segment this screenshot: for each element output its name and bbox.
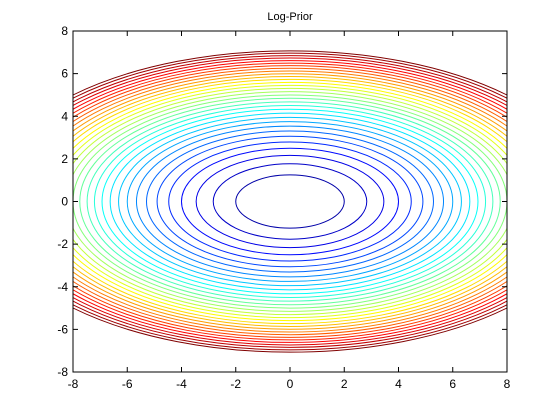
- x-tick-label: 8: [504, 377, 511, 391]
- contour-line: [73, 87, 507, 316]
- contour-line: [212, 163, 368, 240]
- contour-line: [86, 101, 494, 302]
- contour-line: [168, 141, 412, 262]
- contour-line: [79, 97, 501, 306]
- y-tick-label: -2: [57, 237, 68, 251]
- contour-line: [101, 108, 479, 295]
- x-tick-label: 2: [341, 377, 348, 391]
- contour-line: [146, 130, 434, 273]
- y-tick-label: -8: [57, 365, 68, 379]
- x-tick-label: 6: [449, 377, 456, 391]
- contour-line: [156, 135, 424, 268]
- y-tick-label: 4: [61, 109, 68, 123]
- contour-line: [73, 84, 507, 319]
- contour-lines: [73, 50, 507, 353]
- y-tick-label: 8: [61, 24, 68, 38]
- contour-line: [73, 62, 507, 341]
- contour-line: [73, 67, 507, 336]
- y-tick-label: -4: [57, 280, 68, 294]
- contour-line: [73, 52, 507, 351]
- contour-line: [73, 50, 507, 353]
- contour-line: [235, 174, 345, 229]
- y-tick-label: 0: [61, 195, 68, 209]
- contour-line: [73, 65, 507, 338]
- x-tick-label: -6: [122, 377, 133, 391]
- x-tick-label: 4: [395, 377, 402, 391]
- y-tick-label: -6: [57, 322, 68, 336]
- y-tick-label: 6: [61, 67, 68, 81]
- y-tick-label: 2: [61, 152, 68, 166]
- contour-line: [73, 55, 507, 348]
- contour-line: [73, 70, 507, 333]
- contour-line: [73, 91, 507, 312]
- x-tick-label: -4: [176, 377, 187, 391]
- x-tick-label: -2: [230, 377, 241, 391]
- contour-line: [93, 104, 487, 299]
- axis-ticks: -8 -6 -4 -2 0 2 4 6 8 -8 -6 -4 -2 0 2 4 6 8: [57, 24, 510, 391]
- x-tick-label: -8: [68, 377, 79, 391]
- contour-line: [73, 81, 507, 322]
- contour-line: [181, 147, 399, 256]
- x-tick-label: 0: [287, 377, 294, 391]
- contour-line: [126, 121, 454, 282]
- contour-line: [135, 125, 445, 278]
- contour-line: [195, 154, 385, 249]
- contour-line: [73, 60, 507, 343]
- contour-line: [73, 73, 507, 330]
- contour-line: [73, 78, 507, 325]
- plot-area: [73, 31, 507, 372]
- contour-line: [73, 57, 507, 346]
- contour-line: [118, 116, 462, 287]
- chart-title: Log-Prior: [267, 11, 313, 23]
- contour-line: [73, 94, 507, 309]
- contour-line: [73, 76, 507, 327]
- contour-line: [109, 112, 471, 291]
